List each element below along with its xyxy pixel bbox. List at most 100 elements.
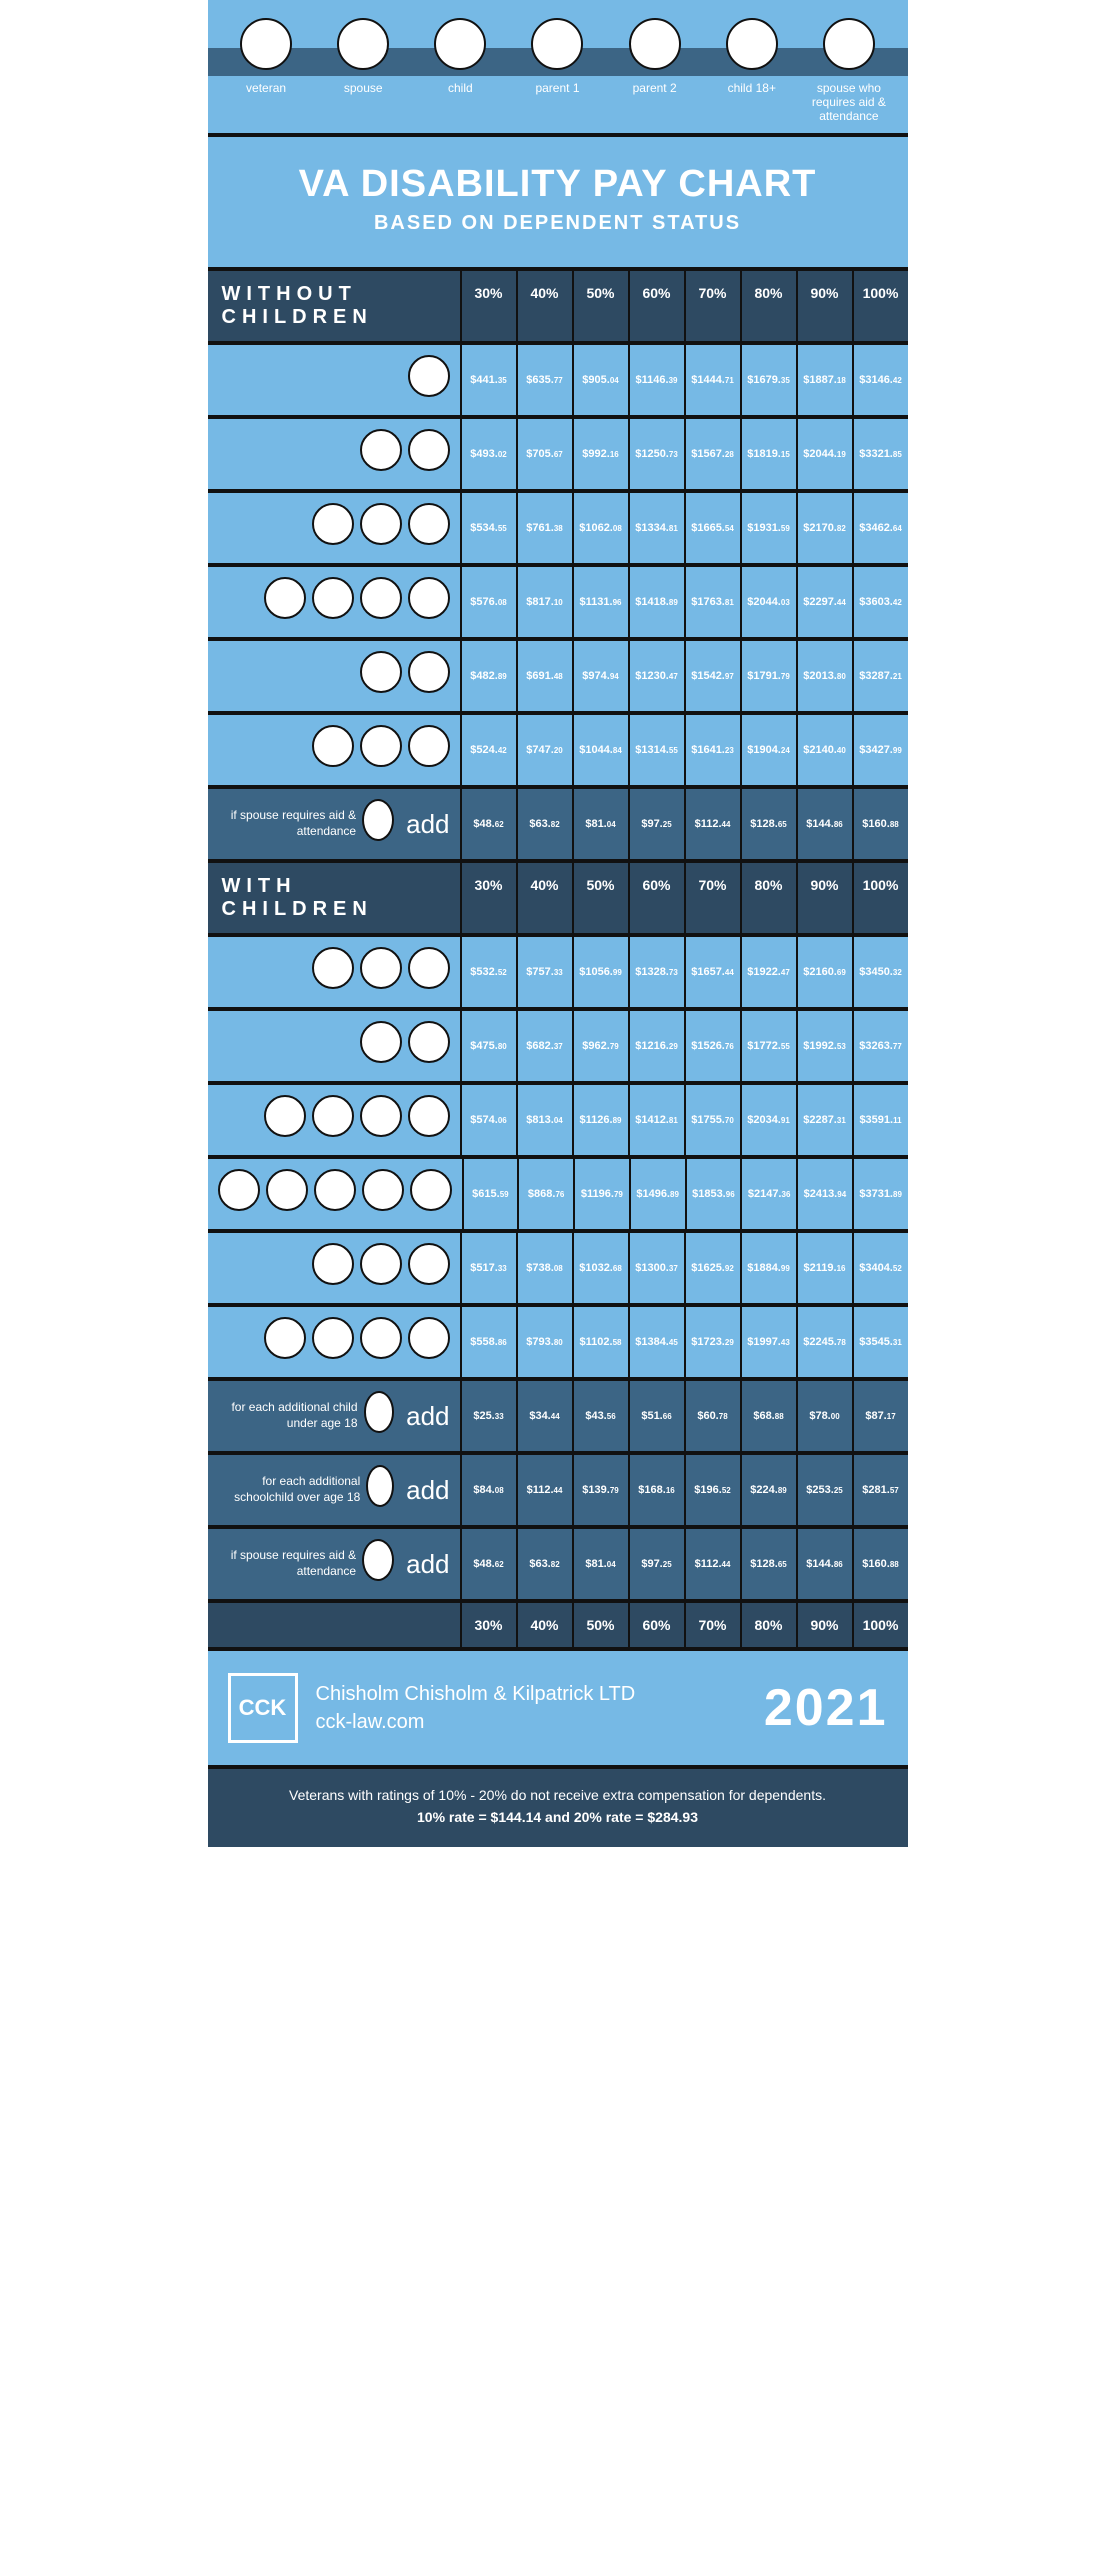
percent-header-cell: 70%	[684, 863, 740, 933]
row-icons	[208, 937, 460, 1007]
row-icons	[208, 715, 460, 785]
value-cell: $1567.28	[684, 419, 740, 489]
percent-header-cell: 100%	[852, 863, 908, 933]
value-cell: $97.25	[628, 789, 684, 859]
face-icon	[362, 799, 394, 841]
value-cell: $281.57	[852, 1455, 908, 1525]
value-cell: $253.25	[796, 1455, 852, 1525]
face-icon	[408, 1317, 450, 1359]
value-cell: $128.65	[740, 1529, 796, 1599]
percent-header-cell: 40%	[516, 271, 572, 341]
percent-header-cell: 40%	[516, 863, 572, 933]
value-cell: $81.04	[572, 789, 628, 859]
face-icon	[218, 1169, 260, 1211]
value-cell: $962.79	[572, 1011, 628, 1081]
value-cell: $482.89	[460, 641, 516, 711]
percent-header-cell: 60%	[628, 1603, 684, 1647]
face-icon	[408, 355, 450, 397]
value-cell: $112.44	[684, 1529, 740, 1599]
value-cell: $682.37	[516, 1011, 572, 1081]
section-header-with: WITH CHILDREN 30%40%50%60%70%80%90%100%	[208, 863, 908, 937]
data-row: $475.80$682.37$962.79$1216.29$1526.76$17…	[208, 1011, 908, 1085]
legend-label: veteran	[221, 81, 311, 95]
percent-header-cell: 30%	[460, 271, 516, 341]
value-cell: $817.10	[516, 567, 572, 637]
percent-header-cell: 60%	[628, 271, 684, 341]
add-row: if spouse requires aid & attendanceadd$4…	[208, 1529, 908, 1603]
chart-title: VA DISABILITY PAY CHART	[218, 163, 898, 206]
data-row: $574.06$813.04$1126.89$1412.81$1755.70$2…	[208, 1085, 908, 1159]
row-icons	[208, 567, 460, 637]
value-cell: $2287.31	[796, 1085, 852, 1155]
data-row: $534.55$761.38$1062.08$1334.81$1665.54$1…	[208, 493, 908, 567]
value-cell: $1216.29	[628, 1011, 684, 1081]
legend-label: child	[415, 81, 505, 95]
value-cell: $574.06	[460, 1085, 516, 1155]
face-icon	[264, 577, 306, 619]
value-cell: $1314.55	[628, 715, 684, 785]
footer-percent-row: 30%40%50%60%70%80%90%100%	[208, 1603, 908, 1651]
data-row: $441.35$635.77$905.04$1146.39$1444.71$16…	[208, 345, 908, 419]
value-cell: $1625.92	[684, 1233, 740, 1303]
value-cell: $43.56	[572, 1381, 628, 1451]
value-cell: $81.04	[572, 1529, 628, 1599]
value-cell: $1819.15	[740, 419, 796, 489]
percent-header-cell: 70%	[684, 271, 740, 341]
legend-panel: veteranspousechildparent 1parent 2child …	[208, 0, 908, 133]
value-cell: $1230.47	[628, 641, 684, 711]
firm-name: Chisholm Chisholm & Kilpatrick LTD cck-l…	[316, 1680, 764, 1736]
row-icons	[208, 345, 460, 415]
value-cell: $3146.42	[852, 345, 908, 415]
section-label: WITHOUT CHILDREN	[208, 271, 460, 341]
footnote-line2: 10% rate = $144.14 and 20% rate = $284.9…	[218, 1809, 898, 1825]
row-icons	[208, 493, 460, 563]
value-cell: $84.08	[460, 1455, 516, 1525]
chart-subtitle: BASED ON DEPENDENT STATUS	[218, 212, 898, 235]
value-cell: $1131.96	[572, 567, 628, 637]
add-word: add	[406, 1475, 449, 1506]
section-label: WITH CHILDREN	[208, 863, 460, 933]
face-icon	[408, 947, 450, 989]
value-cell: $196.52	[684, 1455, 740, 1525]
face-icon	[408, 725, 450, 767]
value-cell: $493.02	[460, 419, 516, 489]
value-cell: $112.44	[684, 789, 740, 859]
percent-header-cell: 60%	[628, 863, 684, 933]
value-cell: $48.62	[460, 1529, 516, 1599]
face-icon	[360, 1243, 402, 1285]
value-cell: $1641.23	[684, 715, 740, 785]
value-cell: $168.16	[628, 1455, 684, 1525]
value-cell: $1922.47	[740, 937, 796, 1007]
face-icon	[360, 651, 402, 693]
face-icon	[240, 18, 292, 70]
legend-item: child	[415, 18, 505, 123]
value-cell: $1044.84	[572, 715, 628, 785]
data-row: $558.86$793.80$1102.58$1384.45$1723.29$1…	[208, 1307, 908, 1381]
value-cell: $2044.03	[740, 567, 796, 637]
face-icon	[312, 503, 354, 545]
year-label: 2021	[764, 1678, 888, 1738]
value-cell: $532.52	[460, 937, 516, 1007]
value-cell: $87.17	[852, 1381, 908, 1451]
value-cell: $1412.81	[628, 1085, 684, 1155]
value-cell: $1992.53	[796, 1011, 852, 1081]
percent-header-cell: 80%	[740, 863, 796, 933]
value-cell: $1755.70	[684, 1085, 740, 1155]
face-icon	[312, 1317, 354, 1359]
value-cell: $1904.24	[740, 715, 796, 785]
face-icon	[410, 1169, 452, 1211]
face-icon	[312, 947, 354, 989]
value-cell: $992.16	[572, 419, 628, 489]
value-cell: $1146.39	[628, 345, 684, 415]
value-cell: $3321.85	[852, 419, 908, 489]
legend-label: spouse who requires aid & attendance	[804, 81, 894, 123]
face-icon	[314, 1169, 356, 1211]
percent-header-cell: 80%	[740, 1603, 796, 1647]
firm-site: cck-law.com	[316, 1711, 425, 1733]
firm-logo: CCK	[228, 1673, 298, 1743]
value-cell: $517.33	[460, 1233, 516, 1303]
value-cell: $576.08	[460, 567, 516, 637]
value-cell: $738.08	[516, 1233, 572, 1303]
percent-header-cell: 30%	[460, 863, 516, 933]
value-cell: $160.88	[852, 789, 908, 859]
